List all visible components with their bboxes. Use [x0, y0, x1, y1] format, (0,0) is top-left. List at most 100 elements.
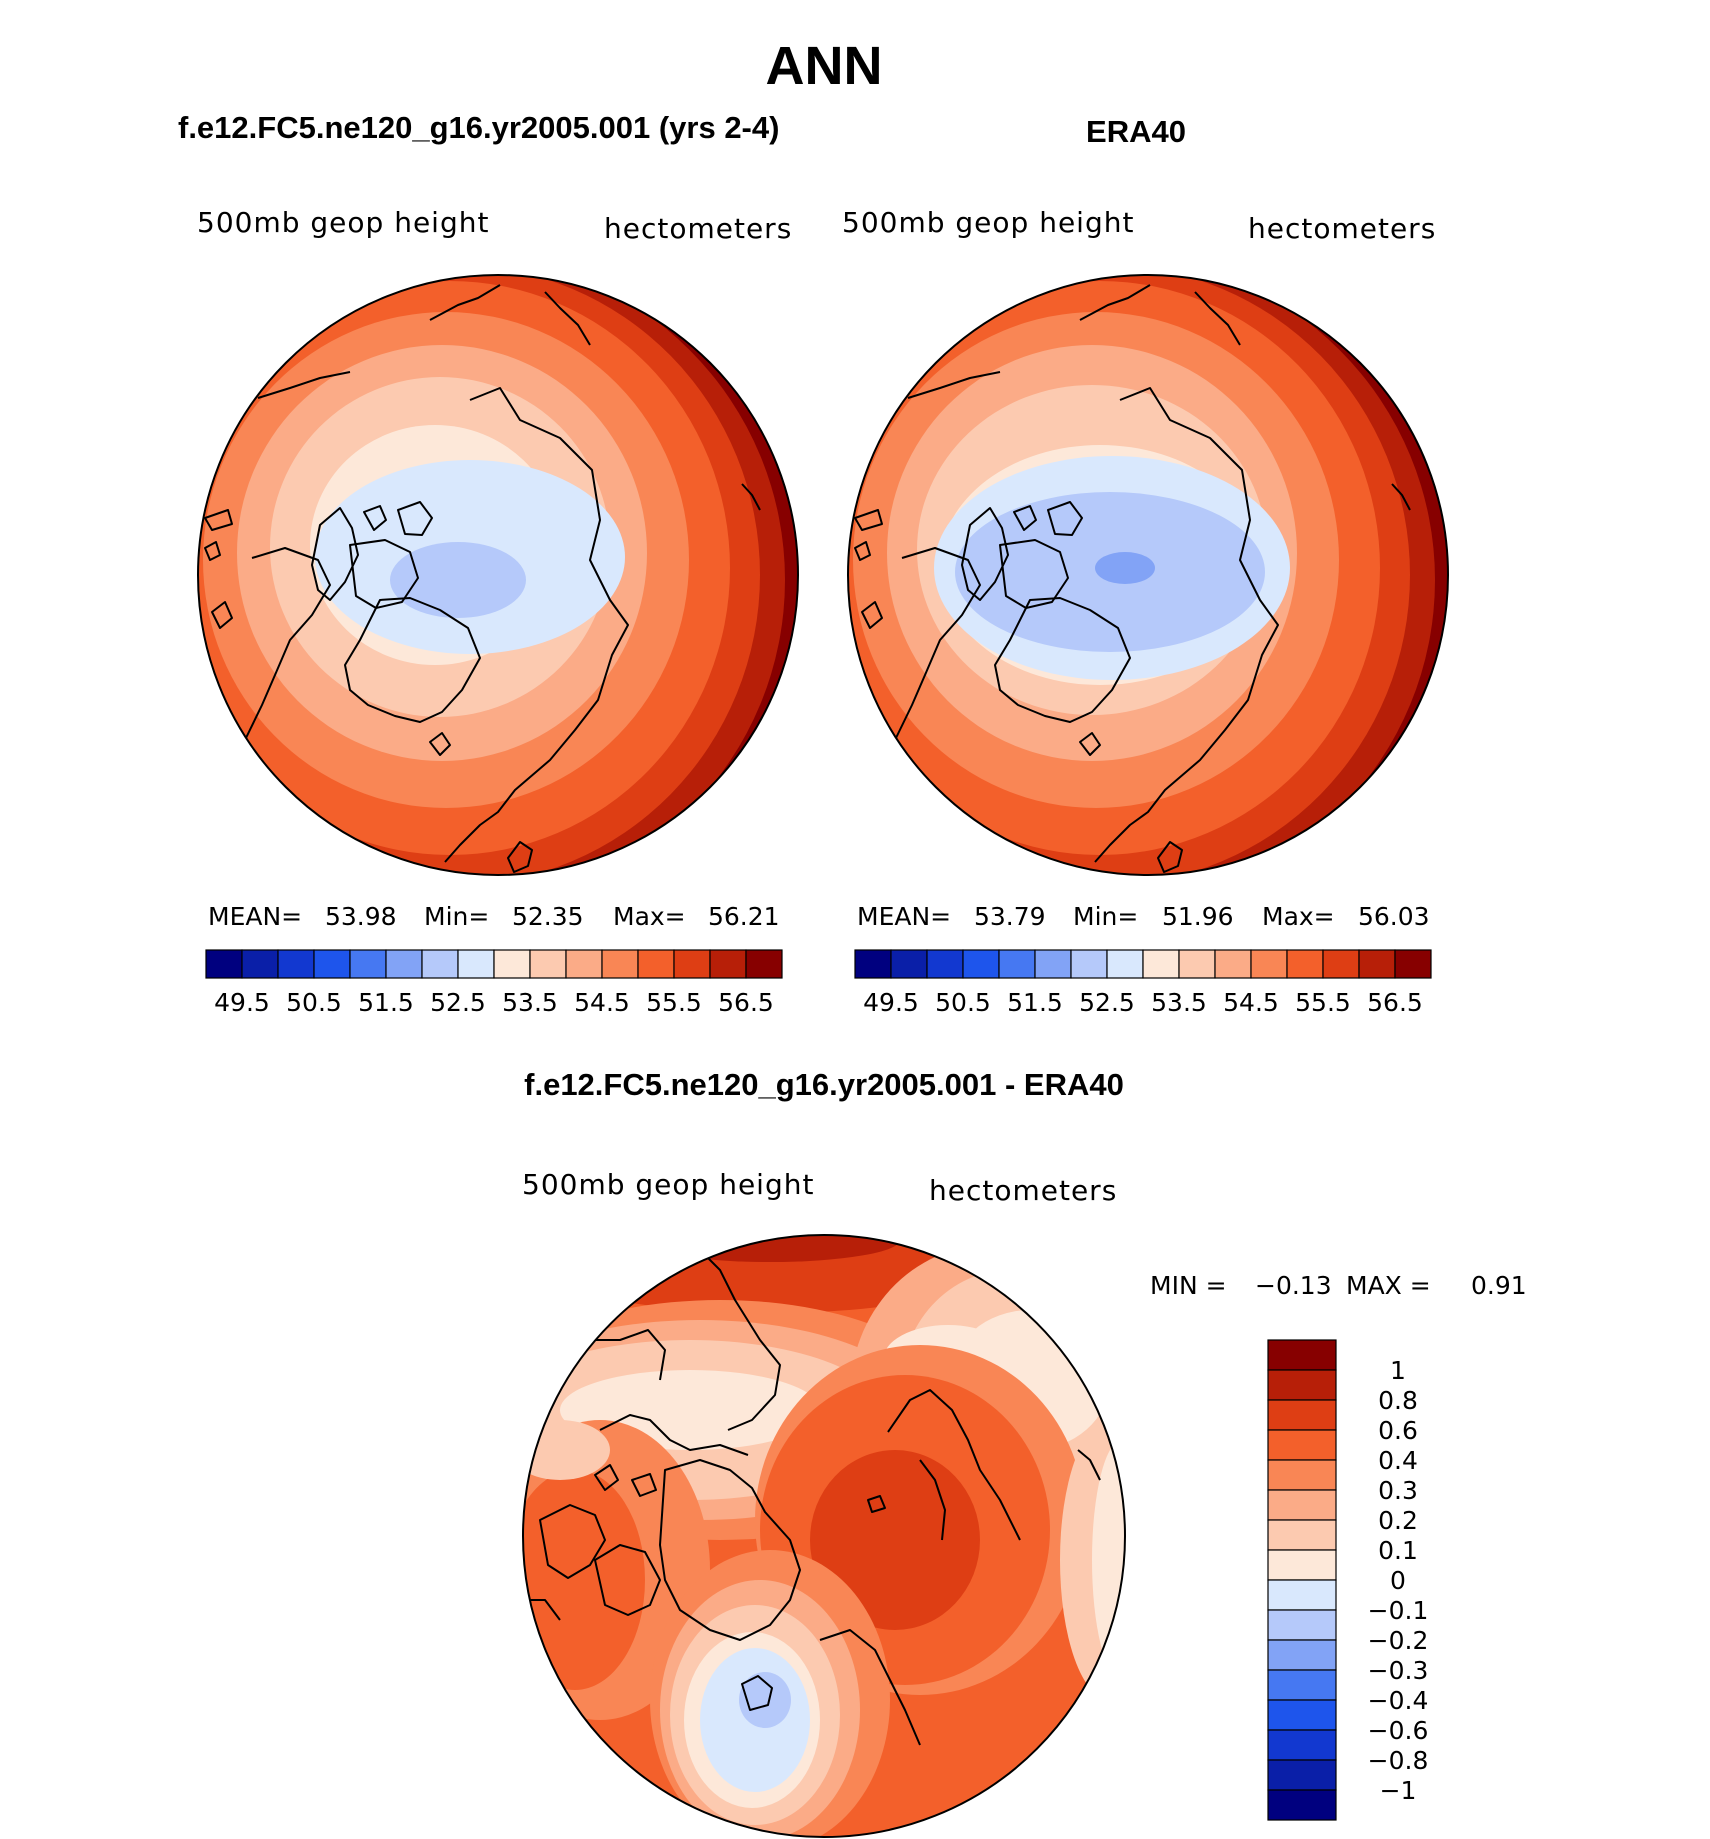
colorbar-tick-label: 0.4: [1378, 1446, 1418, 1475]
colorbar-swatch: [709, 949, 747, 979]
colorbar-tick-label: 53.5: [502, 988, 558, 1017]
colorbar-swatch: [1267, 1579, 1337, 1611]
panel-3-variable: 500mb geop height: [522, 1168, 814, 1201]
panel-2-colorbar: 49.5 50.5 51.5 52.5 53.5 54.5 55.5 56.5: [854, 949, 1432, 1017]
panel-1-contour-fill: [198, 275, 798, 875]
colorbar-swatch: [1267, 1699, 1337, 1731]
panel-3-contour-fill: [523, 1235, 1125, 1837]
panel-2-min-value: 51.96: [1162, 902, 1234, 931]
colorbar-tick-label: 50.5: [935, 988, 991, 1017]
colorbar-swatch: [1267, 1519, 1337, 1551]
colorbar-swatch: [890, 949, 928, 979]
colorbar-swatch: [1267, 1369, 1337, 1401]
panel-3-units: hectometers: [929, 1174, 1117, 1207]
colorbar-tick-label: 54.5: [1223, 988, 1279, 1017]
panel-1-title: f.e12.FC5.ne120_g16.yr2005.001 (yrs 2-4): [178, 110, 779, 145]
colorbar-swatch: [349, 949, 387, 979]
panel-2-max-value: 56.03: [1358, 902, 1430, 931]
colorbar-tick-label: 55.5: [646, 988, 702, 1017]
panel-3-coastlines: [525, 1239, 1101, 1746]
colorbar-tick-label: −0.8: [1368, 1746, 1429, 1775]
colorbar-swatch: [1142, 949, 1180, 979]
colorbar-swatch: [673, 949, 711, 979]
panel-3-max-label: MAX =: [1346, 1271, 1431, 1300]
panel-3-map: [522, 1234, 1126, 1838]
colorbar-swatch: [1286, 949, 1324, 979]
colorbar-swatch: [493, 949, 531, 979]
colorbar-swatch: [1034, 949, 1072, 979]
colorbar-swatch: [1178, 949, 1216, 979]
panel-2-coastlines: [854, 284, 1411, 873]
colorbar-swatch: [1358, 949, 1396, 979]
panel-1-map: [197, 274, 799, 876]
panel-3-colorbar: 10.80.60.40.30.20.10−0.1−0.2−0.3−0.4−0.6…: [1267, 1339, 1429, 1821]
colorbar-swatch: [1267, 1609, 1337, 1641]
colorbar-swatch: [745, 949, 783, 979]
panel-1-min-value: 52.35: [512, 902, 584, 931]
colorbar-tick-label: 0.6: [1378, 1416, 1418, 1445]
colorbar-tick-label: 55.5: [1295, 988, 1351, 1017]
colorbar-tick-label: 0.3: [1378, 1476, 1418, 1505]
colorbar-tick-label: 49.5: [863, 988, 919, 1017]
colorbar-swatch: [1070, 949, 1108, 979]
colorbar-tick-label: 54.5: [574, 988, 630, 1017]
panel-3-stats: MIN = −0.13 MAX = 0.91: [1150, 1271, 1527, 1300]
colorbar-swatch: [457, 949, 495, 979]
panel-3-title: f.e12.FC5.ne120_g16.yr2005.001 - ERA40: [524, 1067, 1124, 1102]
panel-1-variable: 500mb geop height: [197, 206, 489, 239]
panel-2-map: [847, 274, 1449, 876]
colorbar-swatch: [926, 949, 964, 979]
panel-2-mean-value: 53.79: [974, 902, 1046, 931]
panel-1-coastlines: [204, 284, 761, 873]
panel-1-colorbar: 49.5 50.5 51.5 52.5 53.5 54.5 55.5 56.5: [205, 949, 783, 1017]
colorbar-tick-label: 50.5: [286, 988, 342, 1017]
colorbar-swatch: [601, 949, 639, 979]
colorbar-tick-label: −0.3: [1368, 1656, 1429, 1685]
panel-2-title: ERA40: [1086, 114, 1186, 149]
colorbar-swatch: [962, 949, 1000, 979]
colorbar-swatch: [1267, 1549, 1337, 1581]
panel-1-max-value: 56.21: [708, 902, 780, 931]
colorbar-swatch: [241, 949, 279, 979]
panel-1-mean-label: MEAN=: [208, 902, 302, 931]
colorbar-tick-label: 0.1: [1378, 1536, 1418, 1565]
colorbar-swatch: [1267, 1639, 1337, 1671]
panel-2-stats: MEAN= 53.79 Min= 51.96 Max= 56.03: [857, 902, 1430, 931]
colorbar-tick-label: 53.5: [1151, 988, 1207, 1017]
colorbar-swatch: [1106, 949, 1144, 979]
colorbar-swatch: [1267, 1429, 1337, 1461]
colorbar-tick-label: 1: [1390, 1356, 1406, 1385]
colorbar-swatch: [1267, 1489, 1337, 1521]
colorbar-tick-label: −1: [1380, 1776, 1417, 1805]
colorbar-tick-label: 52.5: [430, 988, 486, 1017]
colorbar-swatch: [854, 949, 892, 979]
panel-2-max-label: Max=: [1262, 902, 1335, 931]
colorbar-tick-label: 56.5: [1367, 988, 1423, 1017]
colorbar-swatch: [529, 949, 567, 979]
panel-1-stats: MEAN= 53.98 Min= 52.35 Max= 56.21: [208, 902, 780, 931]
figure-title: ANN: [766, 36, 883, 96]
colorbar-tick-label: −0.4: [1368, 1686, 1429, 1715]
colorbar-swatch: [1394, 949, 1432, 979]
colorbar-swatch: [1267, 1339, 1337, 1371]
colorbar-swatch: [1250, 949, 1288, 979]
colorbar-swatch: [1214, 949, 1252, 979]
panel-1-units: hectometers: [604, 212, 792, 245]
colorbar-swatch: [1267, 1759, 1337, 1791]
colorbar-swatch: [277, 949, 315, 979]
colorbar-swatch: [1267, 1789, 1337, 1821]
colorbar-swatch: [1267, 1729, 1337, 1761]
colorbar-tick-label: −0.2: [1368, 1626, 1429, 1655]
colorbar-tick-label: 0.8: [1378, 1386, 1418, 1415]
panel-1-min-label: Min=: [424, 902, 489, 931]
panel-1-max-label: Max=: [613, 902, 686, 931]
panel-3-min-label: MIN =: [1150, 1271, 1227, 1300]
colorbar-swatch: [1267, 1669, 1337, 1701]
colorbar-tick-label: 52.5: [1079, 988, 1135, 1017]
colorbar-swatch: [637, 949, 675, 979]
colorbar-swatch: [385, 949, 423, 979]
panel-2-mean-label: MEAN=: [857, 902, 951, 931]
panel-2-min-label: Min=: [1073, 902, 1138, 931]
